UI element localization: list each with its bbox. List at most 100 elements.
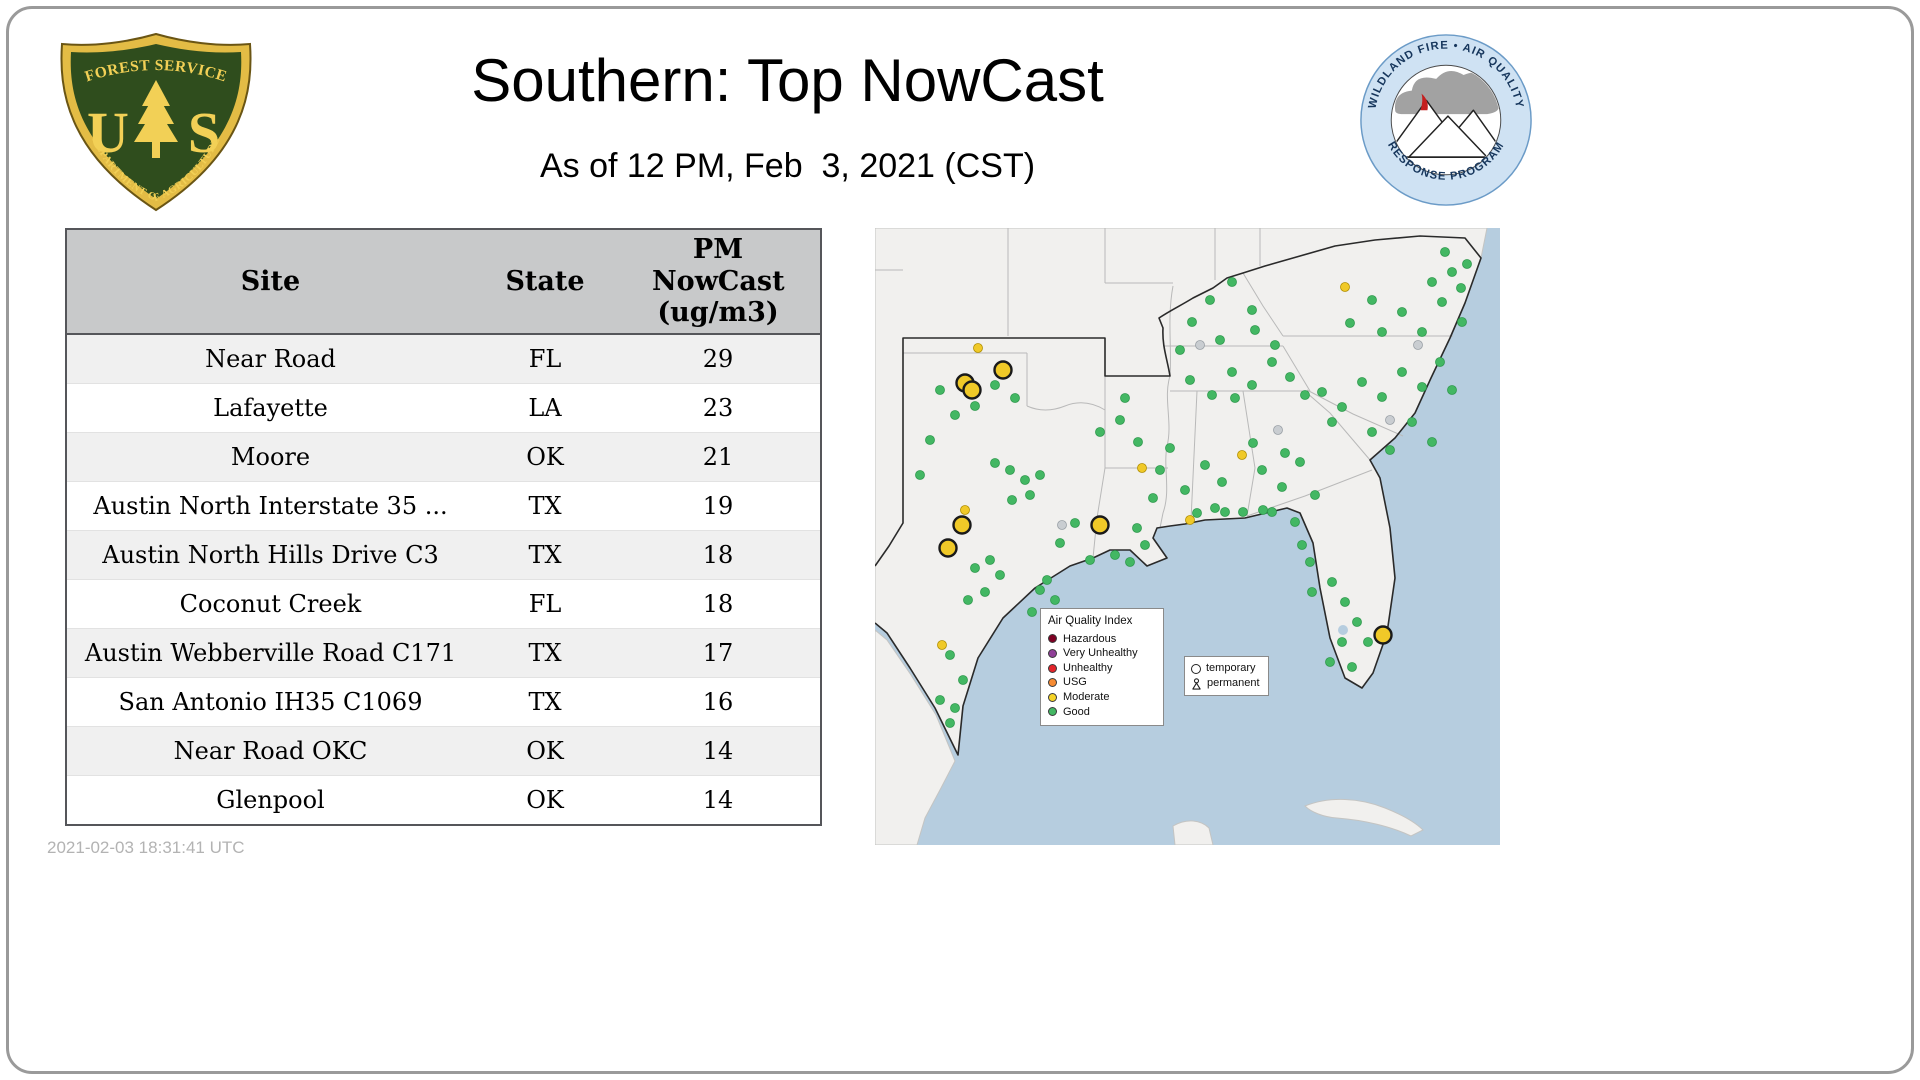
monitor-dot-good bbox=[970, 563, 980, 573]
aqi-map: Air Quality Index Hazardous Very Unhealth… bbox=[875, 228, 1500, 845]
monitor-dot-good bbox=[1337, 402, 1347, 412]
monitor-dot-good bbox=[1435, 357, 1445, 367]
flame-icon bbox=[1420, 93, 1428, 111]
monitor-dot-good bbox=[1095, 427, 1105, 437]
monitor-dot-inactive bbox=[1385, 415, 1395, 425]
aqi-legend-item: Moderate bbox=[1048, 690, 1156, 705]
column-header-site: Site bbox=[66, 229, 474, 335]
cell-site: Glenpool bbox=[66, 775, 474, 825]
table-row: Austin North Interstate 35 ... TX 19 bbox=[66, 481, 821, 531]
monitor-dot-good bbox=[950, 703, 960, 713]
cell-pm-nowcast: 23 bbox=[616, 383, 821, 433]
generation-timestamp: 2021-02-03 18:31:41 UTC bbox=[47, 838, 245, 857]
subtitle: As of 12 PM, Feb 3, 2021 (CST) bbox=[539, 147, 1036, 185]
legend-label: Good bbox=[1063, 705, 1090, 718]
monitor-dot-good bbox=[963, 595, 973, 605]
monitor-dot-good bbox=[958, 675, 968, 685]
monitor-dot-good bbox=[1257, 465, 1267, 475]
monitor-dot-inactive bbox=[1273, 425, 1283, 435]
cell-pm-nowcast: 19 bbox=[616, 481, 821, 531]
monitor-dot-good bbox=[1110, 550, 1120, 560]
monitor-dot-good bbox=[1457, 317, 1467, 327]
monitor-dot-good bbox=[1295, 457, 1305, 467]
temporary-label: temporary bbox=[1206, 662, 1256, 674]
table-row: San Antonio IH35 C1069 TX 16 bbox=[66, 677, 821, 727]
table-header-row: Site State PM NowCast (ug/m3) bbox=[66, 229, 821, 335]
aqi-legend-item: Unhealthy bbox=[1048, 661, 1156, 676]
monitor-dot-good bbox=[1437, 297, 1447, 307]
monitor-dot-good bbox=[1205, 295, 1215, 305]
monitor-dot-good bbox=[1345, 318, 1355, 328]
cell-pm-nowcast: 21 bbox=[616, 432, 821, 482]
cell-state: FL bbox=[474, 579, 616, 629]
monitor-dot-temporary bbox=[1373, 625, 1393, 645]
legend-dot bbox=[1048, 634, 1057, 644]
cell-state: OK bbox=[474, 775, 616, 825]
monitor-dot-good bbox=[1377, 392, 1387, 402]
cell-state: FL bbox=[474, 333, 616, 384]
monitor-dot-good bbox=[970, 401, 980, 411]
monitor-dot-good bbox=[1010, 393, 1020, 403]
cell-site: Moore bbox=[66, 432, 474, 482]
legend-temporary: temporary bbox=[1191, 661, 1260, 676]
page-title: Southern: Top NowCast bbox=[471, 47, 1104, 114]
monitor-dot-good bbox=[1307, 587, 1317, 597]
monitor-dot-good bbox=[1367, 295, 1377, 305]
monitor-dot-good bbox=[1238, 507, 1248, 517]
cell-pm-nowcast: 29 bbox=[616, 333, 821, 384]
monitor-dot-good bbox=[1227, 277, 1237, 287]
monitor-dot-good bbox=[1250, 325, 1260, 335]
monitor-dot-good bbox=[1347, 662, 1357, 672]
monitor-dot-inactive bbox=[1195, 340, 1205, 350]
monitor-dot-good bbox=[1227, 367, 1237, 377]
monitor-dot-good bbox=[1042, 575, 1052, 585]
monitor-dot-good bbox=[1280, 448, 1290, 458]
monitor-dot-good bbox=[1230, 393, 1240, 403]
cell-site: San Antonio IH35 C1069 bbox=[66, 677, 474, 727]
marker-type-legend: temporary permanent bbox=[1184, 656, 1269, 696]
cell-site: Austin Webberville Road C171 bbox=[66, 628, 474, 678]
monitor-dot-good bbox=[1377, 327, 1387, 337]
nowcast-table: Site State PM NowCast (ug/m3) Near Road F… bbox=[65, 228, 822, 826]
usfs-letter-s: S bbox=[188, 100, 220, 165]
monitor-dot-good bbox=[1148, 493, 1158, 503]
monitor-dot-temporary bbox=[1090, 515, 1110, 535]
table-row: Moore OK 21 bbox=[66, 432, 821, 482]
table-row: Austin Webberville Road C171 TX 17 bbox=[66, 628, 821, 678]
monitor-dot-good bbox=[1005, 465, 1015, 475]
legend-label: Very Unhealthy bbox=[1063, 647, 1138, 660]
monitor-dot-good bbox=[945, 650, 955, 660]
monitor-dot-good bbox=[1305, 557, 1315, 567]
legend-dot bbox=[1048, 648, 1057, 658]
smoke-cloud-icon bbox=[1394, 70, 1500, 115]
monitor-dot-good bbox=[1427, 437, 1437, 447]
monitor-dot-moderate bbox=[1185, 515, 1195, 525]
monitor-dot-good bbox=[1337, 637, 1347, 647]
seal-art bbox=[1392, 70, 1500, 158]
cell-pm-nowcast: 18 bbox=[616, 579, 821, 629]
cell-site: Lafayette bbox=[66, 383, 474, 433]
monitor-dot-good bbox=[1120, 393, 1130, 403]
column-header-state: State bbox=[474, 229, 616, 335]
monitor-dot-good bbox=[1035, 585, 1045, 595]
monitor-dot-good bbox=[1367, 427, 1377, 437]
monitor-dot-good bbox=[1247, 380, 1257, 390]
monitor-dot-good bbox=[1462, 259, 1472, 269]
monitor-dot-good bbox=[1007, 495, 1017, 505]
monitor-dot-good bbox=[1085, 555, 1095, 565]
cell-site: Coconut Creek bbox=[66, 579, 474, 629]
monitor-dot-good bbox=[1325, 657, 1335, 667]
monitor-dot-good bbox=[1427, 277, 1437, 287]
monitor-dot-good bbox=[1132, 523, 1142, 533]
monitor-dot-moderate bbox=[973, 343, 983, 353]
cell-pm-nowcast: 14 bbox=[616, 775, 821, 825]
pine-tree-icon bbox=[134, 80, 178, 158]
monitor-dot-good bbox=[1397, 367, 1407, 377]
column-header-pm-nowcast: PM NowCast (ug/m3) bbox=[616, 229, 821, 335]
temporary-marker-icon bbox=[1191, 663, 1201, 674]
monitor-dot-good bbox=[1133, 437, 1143, 447]
cell-pm-nowcast: 17 bbox=[616, 628, 821, 678]
monitor-dot-good bbox=[1310, 490, 1320, 500]
table-row: Lafayette LA 23 bbox=[66, 383, 821, 433]
monitor-dot-good bbox=[1035, 470, 1045, 480]
